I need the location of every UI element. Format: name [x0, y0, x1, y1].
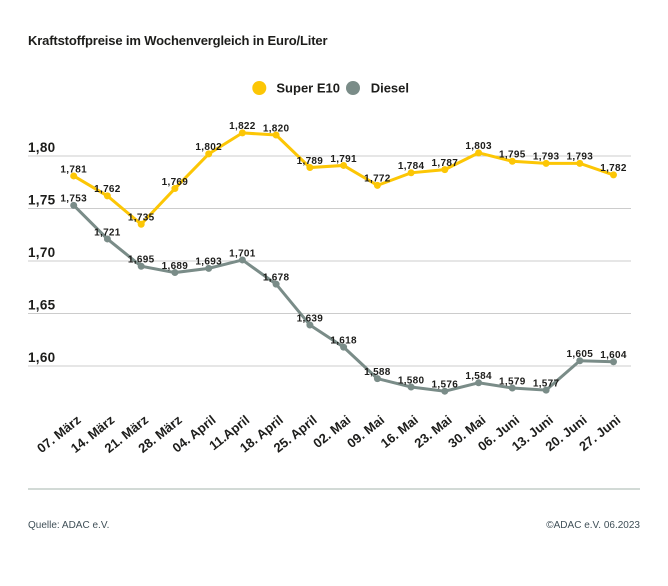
svg-text:1,793: 1,793 — [533, 152, 560, 163]
svg-text:1,787: 1,787 — [432, 158, 459, 169]
svg-text:1,80: 1,80 — [28, 140, 55, 155]
svg-text:1,782: 1,782 — [600, 163, 627, 174]
svg-text:1,695: 1,695 — [128, 255, 155, 266]
svg-text:1,693: 1,693 — [195, 257, 222, 268]
svg-text:©ADAC e.V. 06.2023: ©ADAC e.V. 06.2023 — [546, 520, 640, 531]
svg-text:1,604: 1,604 — [600, 350, 627, 361]
svg-text:1,701: 1,701 — [229, 248, 256, 259]
svg-text:Diesel: Diesel — [371, 81, 409, 96]
svg-text:1,762: 1,762 — [94, 184, 121, 195]
svg-text:1,753: 1,753 — [60, 194, 87, 205]
svg-text:1,784: 1,784 — [398, 161, 425, 172]
svg-text:1,577: 1,577 — [533, 378, 560, 389]
svg-text:1,735: 1,735 — [128, 213, 155, 224]
svg-text:1,789: 1,789 — [297, 156, 324, 167]
svg-text:1,579: 1,579 — [499, 376, 526, 387]
svg-text:1,576: 1,576 — [432, 380, 459, 391]
svg-text:1,772: 1,772 — [364, 174, 391, 185]
svg-text:1,580: 1,580 — [398, 375, 425, 386]
svg-text:1,820: 1,820 — [263, 123, 290, 134]
svg-text:1,793: 1,793 — [567, 152, 594, 163]
svg-text:1,65: 1,65 — [28, 298, 56, 313]
svg-text:1,639: 1,639 — [297, 313, 324, 324]
svg-text:1,791: 1,791 — [330, 154, 357, 165]
svg-text:1,75: 1,75 — [28, 193, 56, 208]
svg-text:Kraftstoffpreise im Wochenverg: Kraftstoffpreise im Wochenvergleich in E… — [28, 33, 328, 48]
svg-text:1,678: 1,678 — [263, 272, 290, 283]
svg-text:1,769: 1,769 — [162, 177, 189, 188]
svg-text:1,70: 1,70 — [28, 245, 55, 260]
svg-text:1,802: 1,802 — [195, 142, 222, 153]
svg-text:1,822: 1,822 — [229, 121, 256, 132]
svg-text:1,60: 1,60 — [28, 350, 55, 365]
svg-text:1,605: 1,605 — [567, 349, 594, 360]
svg-text:Super E10: Super E10 — [276, 81, 340, 96]
svg-text:1,689: 1,689 — [162, 261, 189, 272]
svg-text:1,803: 1,803 — [465, 141, 492, 152]
svg-text:1,618: 1,618 — [330, 335, 357, 346]
svg-text:Quelle: ADAC e.V.: Quelle: ADAC e.V. — [28, 520, 109, 531]
svg-text:1,588: 1,588 — [364, 367, 391, 378]
svg-text:1,584: 1,584 — [465, 371, 492, 382]
svg-text:1,721: 1,721 — [94, 227, 121, 238]
svg-text:1,781: 1,781 — [60, 164, 87, 175]
svg-text:1,795: 1,795 — [499, 150, 526, 161]
